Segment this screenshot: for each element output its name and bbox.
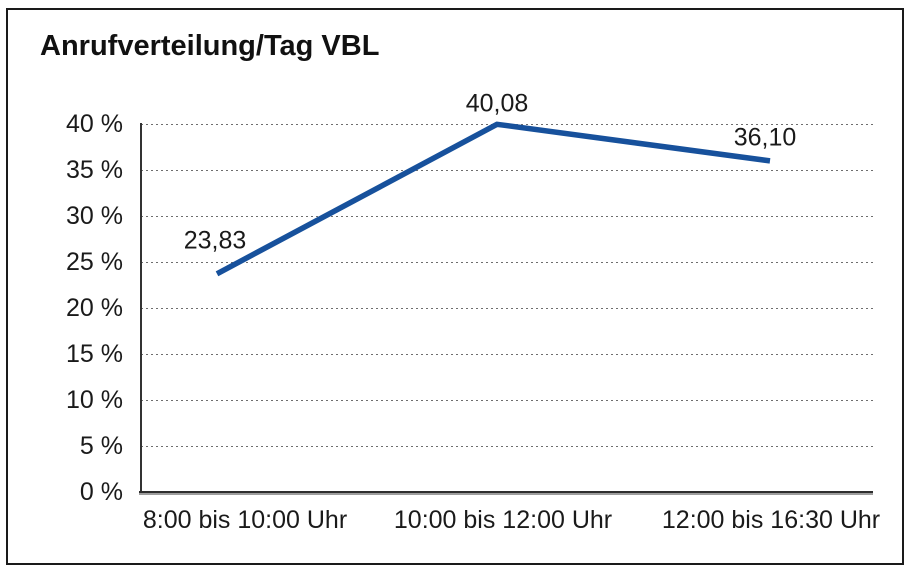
data-point-label: 23,83 bbox=[183, 226, 247, 255]
x-axis-label: 8:00 bis 10:00 Uhr bbox=[142, 506, 348, 534]
y-axis-tick-label: 10 % bbox=[66, 386, 123, 414]
y-axis-line bbox=[140, 123, 142, 493]
chart-frame bbox=[6, 8, 904, 565]
y-axis-tick-label: 5 % bbox=[79, 432, 123, 460]
y-axis-tick-label: 40 % bbox=[66, 110, 123, 138]
gridline bbox=[141, 400, 873, 402]
x-axis-label: 10:00 bis 12:00 Uhr bbox=[393, 506, 613, 534]
y-axis-tick-label: 35 % bbox=[66, 156, 123, 184]
y-axis-tick-label: 0 % bbox=[79, 478, 123, 506]
y-axis-tick-label: 15 % bbox=[66, 340, 123, 368]
gridline bbox=[141, 446, 873, 448]
chart-title: Anrufverteilung/Tag VBL bbox=[40, 30, 380, 62]
data-point-label: 40,08 bbox=[465, 89, 529, 118]
gridline bbox=[141, 354, 873, 356]
data-point-label: 36,10 bbox=[733, 123, 797, 152]
gridline bbox=[141, 216, 873, 218]
gridline bbox=[141, 308, 873, 310]
gridline bbox=[141, 170, 873, 172]
gridline bbox=[141, 262, 873, 264]
x-axis-label: 12:00 bis 16:30 Uhr bbox=[661, 506, 881, 534]
y-axis-tick-label: 20 % bbox=[66, 294, 123, 322]
y-axis-tick-label: 25 % bbox=[66, 248, 123, 276]
y-axis-tick-label: 30 % bbox=[66, 202, 123, 230]
x-axis-line bbox=[139, 491, 873, 495]
